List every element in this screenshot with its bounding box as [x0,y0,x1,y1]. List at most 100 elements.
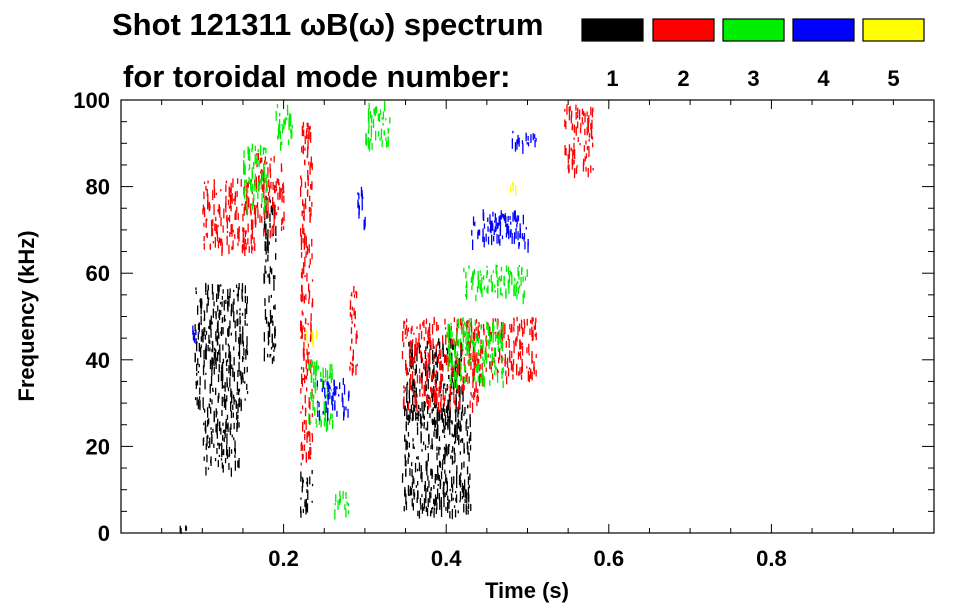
spectrum-streak [256,207,259,211]
spectrum-streak [511,182,514,186]
spectrum-streak [307,122,309,130]
spectrum-streak [270,294,272,298]
spectrum-streak [432,389,434,392]
spectrum-streak [416,468,419,472]
spectrum-streak [233,437,235,441]
spectrum-streak [263,147,266,151]
spectrum-streak [243,164,245,170]
spectrum-streak [256,153,258,157]
spectrum-streak [466,343,468,350]
spectrum-streak [230,388,232,398]
spectrum-streak [279,186,281,197]
spectrum-streak [215,387,217,396]
spectrum-streak [275,225,277,236]
spectrum-streak [476,352,478,361]
spectrum-streak [505,232,508,238]
spectrum-streak [225,337,227,345]
spectrum-streak [223,208,225,219]
spectrum-streak [505,265,508,272]
spectrum-streak [474,354,476,363]
spectrum-streak [215,425,217,433]
spectrum-streak [334,405,336,411]
spectrum-streak [246,323,248,326]
spectrum-streak [418,333,420,340]
spectrum-streak [228,354,230,359]
spectrum-streak [437,465,439,474]
spectrum-streak [242,232,244,243]
spectrum-streak [286,104,289,116]
spectrum-streak [417,490,419,500]
spectrum-streak [246,303,248,315]
spectrum-streak [251,244,253,254]
spectrum-streak [416,497,418,503]
spectrum-streak [468,484,470,489]
spectrum-streak [237,415,239,419]
spectrum-streak [461,482,464,493]
spectrum-streak [238,283,240,290]
spectrum-streak [309,258,311,265]
spectrum-streak [425,427,427,431]
spectrum-streak [232,394,235,399]
spectrum-streak [418,462,421,472]
spectrum-streak [381,139,383,148]
spectrum-streak [272,181,274,191]
spectrum-streak [265,174,267,185]
spectrum-streak [458,435,460,446]
spectrum-streak [272,275,275,280]
spectrum-streak [519,367,521,376]
spectrum-streak [200,315,202,326]
spectrum-streak [498,234,500,239]
spectrum-streak [584,128,586,136]
spectrum-streak [458,405,460,414]
spectrum-streak [385,137,387,142]
spectrum-streak [435,391,437,402]
spectrum-streak [432,338,434,349]
spectrum-streak [438,493,440,501]
spectrum-streak [436,452,438,461]
spectrum-streak [512,359,515,365]
spectrum-streak [326,406,328,413]
spectrum-streak [244,187,246,195]
spectrum-streak [451,372,453,381]
spectrum-streak [242,355,244,363]
spectrum-streak [325,368,327,378]
spectrum-streak [203,243,205,250]
spectrum-streak [419,375,421,384]
spectrum-streak [402,330,404,341]
spectrum-streak [446,404,449,408]
spectrum-streak [315,377,317,381]
spectrum-streak [254,173,256,182]
spectrum-streak [227,217,229,221]
spectrum-streak [237,318,239,326]
spectrum-streak [317,400,319,403]
spectrum-streak [530,368,532,379]
spectrum-streak [477,375,479,383]
spectrum-streak [535,332,537,341]
spectrum-streak [466,492,468,504]
spectrum-streak [502,213,504,219]
spectrum-streak [511,138,513,149]
spectrum-streak [423,424,425,429]
spectrum-streak [220,427,222,435]
spectrum-streak [213,179,215,190]
spectrum-streak [244,295,246,304]
spectrum-streak [577,107,579,115]
spectrum-streak [456,351,458,361]
spectrum-streak [456,465,458,474]
spectrum-streak [514,284,516,294]
spectrum-streak [510,360,513,371]
spectrum-streak [274,343,277,348]
spectrum-streak [453,380,455,388]
spectrum-streak [245,349,247,360]
spectrum-streak [246,345,248,353]
spectrum-streak [246,197,248,200]
spectrum-streak [482,356,484,361]
spectrum-streak [495,264,497,274]
spectrum-streak [221,409,223,416]
spectrum-streak [304,159,306,165]
spectrum-streak [229,362,231,371]
spectrum-streak [192,325,194,335]
spectrum-streak [468,452,470,462]
spectrum-streak [367,114,370,122]
spectrum-streak [457,320,459,324]
